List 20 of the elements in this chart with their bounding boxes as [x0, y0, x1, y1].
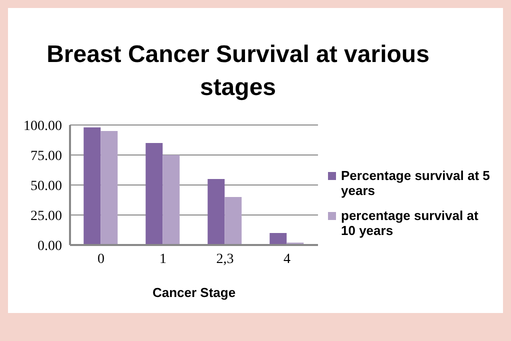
bar [100, 131, 118, 245]
y-tick-label: 50.00 [30, 178, 62, 194]
x-tick-label: 2,3 [216, 252, 234, 267]
bar [224, 197, 242, 245]
y-tick-label: 100.00 [24, 118, 62, 134]
x-tick-label: 4 [284, 252, 290, 267]
bar [162, 155, 180, 245]
y-tick-label: 75.00 [30, 148, 62, 164]
x-axis-title: Cancer Stage [152, 285, 236, 300]
legend-label: percentage survival at 10 years [341, 208, 480, 238]
y-tick-label: 25.00 [30, 208, 62, 224]
x-tick-label: 0 [98, 252, 104, 267]
x-tick-label: 1 [160, 252, 166, 267]
y-tick-label: 0.00 [38, 238, 62, 254]
bar [270, 233, 287, 245]
bar [146, 143, 163, 245]
legend-label: Percentage survival at 5 years [341, 168, 491, 198]
bar [208, 179, 225, 245]
chart-title: Breast Cancer Survival at various stages [46, 40, 430, 103]
bar [84, 127, 101, 245]
